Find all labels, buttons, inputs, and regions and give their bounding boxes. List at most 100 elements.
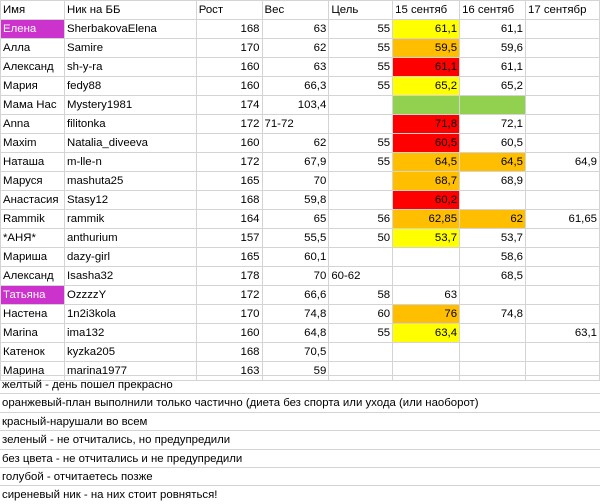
cell-goal[interactable]	[328, 95, 394, 115]
cell-nick[interactable]: Isasha32	[63, 266, 197, 286]
cell-sep16[interactable]	[459, 323, 526, 343]
cell-name[interactable]: Анастасия	[0, 190, 65, 210]
cell-sep17[interactable]	[525, 57, 600, 77]
cell-sep15[interactable]: 63	[392, 285, 461, 305]
cell-height[interactable]: 168	[195, 190, 263, 210]
cell-sep17[interactable]	[525, 38, 600, 58]
cell-height[interactable]: 165	[195, 171, 263, 191]
cell-sep15[interactable]	[392, 247, 461, 267]
cell-goal[interactable]: 55	[328, 133, 394, 153]
cell-weight[interactable]: 70	[261, 266, 330, 286]
cell-goal[interactable]: 55	[328, 152, 394, 172]
cell-goal[interactable]: 60-62	[328, 266, 394, 286]
cell-sep17[interactable]	[525, 342, 600, 362]
cell-sep15[interactable]: 62,85	[392, 209, 461, 229]
cell-goal[interactable]: 50	[328, 228, 394, 248]
cell-sep16[interactable]: 62	[459, 209, 526, 229]
cell-name[interactable]: Елена	[0, 19, 65, 39]
cell-nick[interactable]: filitonka	[63, 114, 197, 134]
cell-sep16[interactable]: 65,2	[459, 76, 526, 96]
cell-name[interactable]: Алла	[0, 38, 65, 58]
cell-sep17[interactable]	[525, 171, 600, 191]
cell-sep17[interactable]: 61,65	[525, 209, 600, 229]
cell-weight[interactable]: 70,5	[261, 342, 330, 362]
cell-sep16[interactable]: 53,7	[459, 228, 526, 248]
header-name[interactable]: Имя	[0, 0, 65, 20]
cell-goal[interactable]	[328, 171, 394, 191]
cell-height[interactable]: 170	[195, 304, 263, 324]
cell-name[interactable]: Александ	[0, 266, 65, 286]
cell-sep15[interactable]: 76	[392, 304, 461, 324]
cell-sep17[interactable]	[525, 247, 600, 267]
cell-name[interactable]: Maxim	[0, 133, 65, 153]
cell-height[interactable]: 168	[195, 19, 263, 39]
cell-name[interactable]: Маруся	[0, 171, 65, 191]
header-weight[interactable]: Вес	[261, 0, 330, 20]
cell-sep15[interactable]	[392, 95, 461, 115]
cell-name[interactable]: Мария	[0, 76, 65, 96]
cell-sep17[interactable]	[525, 95, 600, 115]
cell-sep17[interactable]	[525, 304, 600, 324]
cell-nick[interactable]: Stasy12	[63, 190, 197, 210]
legend-line[interactable]: оранжевый-план выполнили только частично…	[0, 393, 600, 411]
cell-nick[interactable]: 1n2i3kola	[63, 304, 197, 324]
cell-weight[interactable]: 64,8	[261, 323, 330, 343]
cell-name[interactable]: Мариша	[0, 247, 65, 267]
cell-name[interactable]: Rammik	[0, 209, 65, 229]
cell-sep16[interactable]	[459, 95, 526, 115]
cell-weight[interactable]: 70	[261, 171, 330, 191]
cell-weight[interactable]: 67,9	[261, 152, 330, 172]
cell-sep16[interactable]: 61,1	[459, 19, 526, 39]
cell-goal[interactable]: 55	[328, 19, 394, 39]
cell-name[interactable]: Наташа	[0, 152, 65, 172]
cell-name[interactable]: Anna	[0, 114, 65, 134]
cell-weight[interactable]: 62	[261, 38, 330, 58]
cell-goal[interactable]	[328, 114, 394, 134]
cell-weight[interactable]: 62	[261, 133, 330, 153]
cell-height[interactable]: 178	[195, 266, 263, 286]
cell-height[interactable]: 157	[195, 228, 263, 248]
cell-weight[interactable]: 63	[261, 57, 330, 77]
cell-name[interactable]: Татьяна	[0, 285, 65, 305]
cell-sep16[interactable]: 64,5	[459, 152, 526, 172]
cell-sep16[interactable]: 60,5	[459, 133, 526, 153]
cell-nick[interactable]: mashuta25	[63, 171, 197, 191]
cell-goal[interactable]	[328, 190, 394, 210]
cell-sep17[interactable]	[525, 190, 600, 210]
cell-height[interactable]: 172	[195, 114, 263, 134]
cell-sep17[interactable]: 63,1	[525, 323, 600, 343]
cell-nick[interactable]: dazy-girl	[63, 247, 197, 267]
cell-sep16[interactable]	[459, 190, 526, 210]
cell-goal[interactable]: 55	[328, 323, 394, 343]
cell-sep15[interactable]: 61,1	[392, 57, 461, 77]
cell-sep15[interactable]: 71,8	[392, 114, 461, 134]
cell-goal[interactable]: 58	[328, 285, 394, 305]
cell-sep15[interactable]: 60,5	[392, 133, 461, 153]
cell-weight[interactable]: 60,1	[261, 247, 330, 267]
cell-sep16[interactable]: 59,6	[459, 38, 526, 58]
cell-weight[interactable]: 59,8	[261, 190, 330, 210]
header-sep16[interactable]: 16 сентяб	[459, 0, 526, 20]
cell-nick[interactable]: rammik	[63, 209, 197, 229]
legend-line[interactable]: без цвета - не отчитались и не предупред…	[0, 448, 600, 467]
cell-weight[interactable]: 103,4	[261, 95, 330, 115]
cell-nick[interactable]: Samire	[63, 38, 197, 58]
cell-nick[interactable]: fedy88	[63, 76, 197, 96]
cell-weight[interactable]: 71-72	[261, 114, 330, 134]
cell-sep15[interactable]: 68,7	[392, 171, 461, 191]
cell-nick[interactable]: ima132	[63, 323, 197, 343]
cell-name[interactable]: Александ	[0, 57, 65, 77]
cell-name[interactable]: Настена	[0, 304, 65, 324]
cell-sep15[interactable]: 53,7	[392, 228, 461, 248]
cell-weight[interactable]: 66,3	[261, 76, 330, 96]
cell-sep15[interactable]: 59,5	[392, 38, 461, 58]
cell-height[interactable]: 165	[195, 247, 263, 267]
header-sep15[interactable]: 15 сентяб	[392, 0, 461, 20]
cell-height[interactable]: 160	[195, 57, 263, 77]
cell-nick[interactable]: Mystery1981	[63, 95, 197, 115]
cell-goal[interactable]: 55	[328, 57, 394, 77]
cell-sep16[interactable]: 68,9	[459, 171, 526, 191]
cell-height[interactable]: 160	[195, 323, 263, 343]
cell-height[interactable]: 164	[195, 209, 263, 229]
cell-sep15[interactable]: 65,2	[392, 76, 461, 96]
